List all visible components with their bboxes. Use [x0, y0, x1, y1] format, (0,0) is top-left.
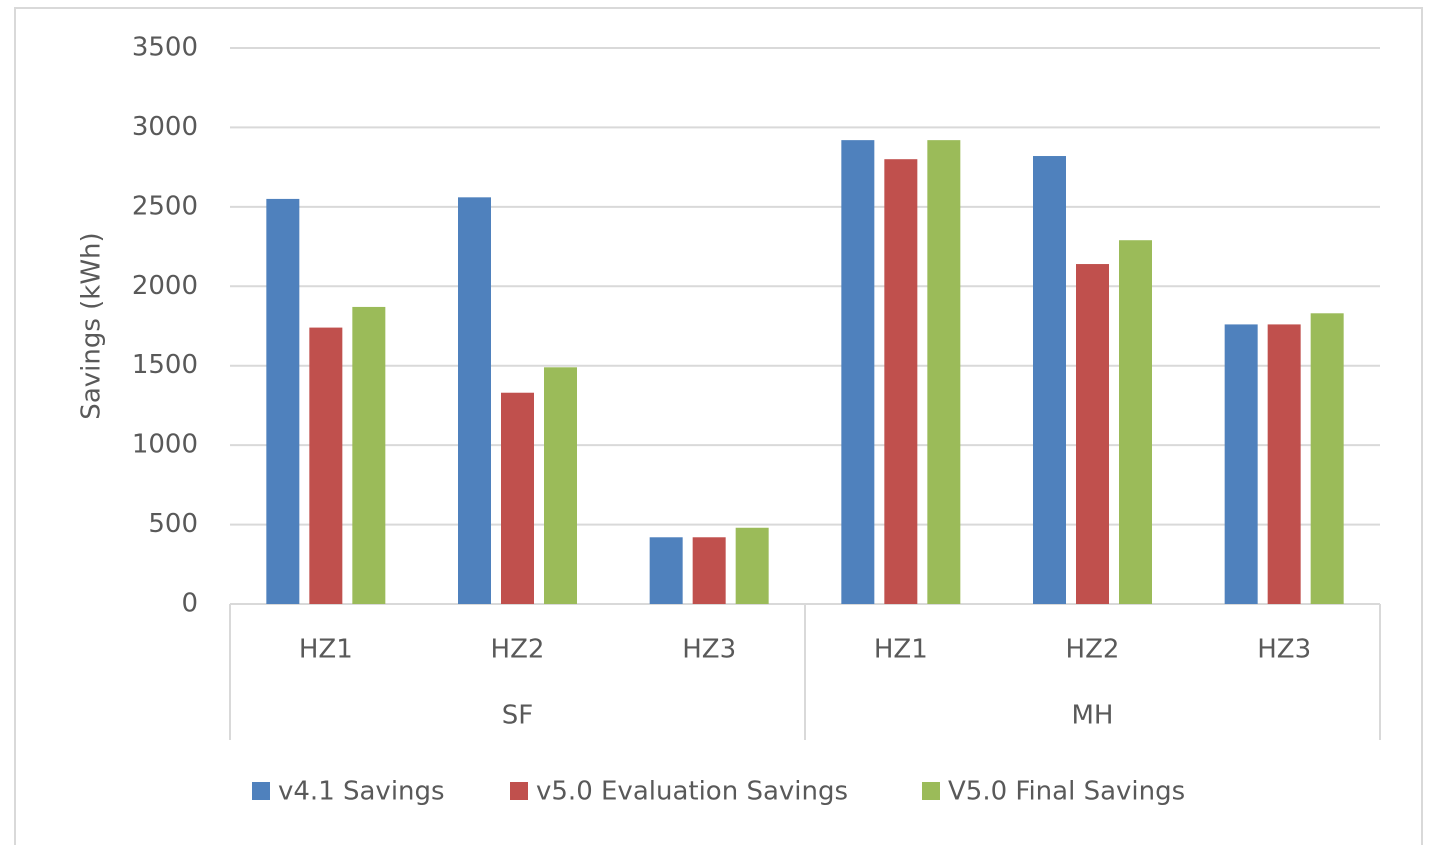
bar	[1076, 264, 1109, 604]
bar	[1119, 240, 1152, 604]
bar	[1310, 313, 1344, 604]
legend-label: V5.0 Final Savings	[948, 777, 1185, 807]
y-tick-label: 3500	[132, 33, 198, 63]
x-tick-label: HZ2	[1066, 635, 1120, 665]
x-tick-label: HZ3	[682, 635, 736, 665]
bar	[1267, 324, 1301, 604]
bar	[309, 327, 343, 604]
y-tick-label: 500	[148, 509, 198, 539]
bar	[501, 392, 534, 604]
legend-label: v5.0 Evaluation Savings	[536, 777, 848, 807]
bar	[1224, 324, 1258, 604]
group-label: MH	[1072, 701, 1114, 731]
group-label: SF	[502, 701, 533, 731]
x-tick-label: HZ1	[299, 635, 353, 665]
bar	[735, 527, 769, 604]
bar	[458, 197, 491, 604]
bar	[1033, 156, 1066, 604]
bar	[841, 140, 875, 604]
legend-swatch	[252, 782, 270, 800]
y-tick-label: 1500	[132, 350, 198, 380]
bar	[649, 537, 683, 604]
bar	[266, 198, 300, 604]
y-tick-label: 2000	[132, 271, 198, 301]
legend-swatch	[922, 782, 940, 800]
chart-frame	[14, 7, 1423, 845]
bar	[544, 367, 577, 604]
x-tick-label: HZ1	[874, 635, 928, 665]
bar	[352, 306, 386, 604]
y-axis-label: Savings (kWh)	[77, 232, 107, 419]
y-tick-label: 2500	[132, 191, 198, 221]
y-tick-label: 1000	[132, 430, 198, 460]
x-tick-label: HZ2	[491, 635, 545, 665]
legend-label: v4.1 Savings	[278, 777, 445, 807]
bar	[927, 140, 961, 604]
legend-swatch	[510, 782, 528, 800]
x-tick-label: HZ3	[1257, 635, 1311, 665]
y-tick-label: 0	[181, 589, 198, 619]
bar	[692, 537, 726, 604]
y-tick-label: 3000	[132, 112, 198, 142]
bar	[884, 159, 918, 604]
